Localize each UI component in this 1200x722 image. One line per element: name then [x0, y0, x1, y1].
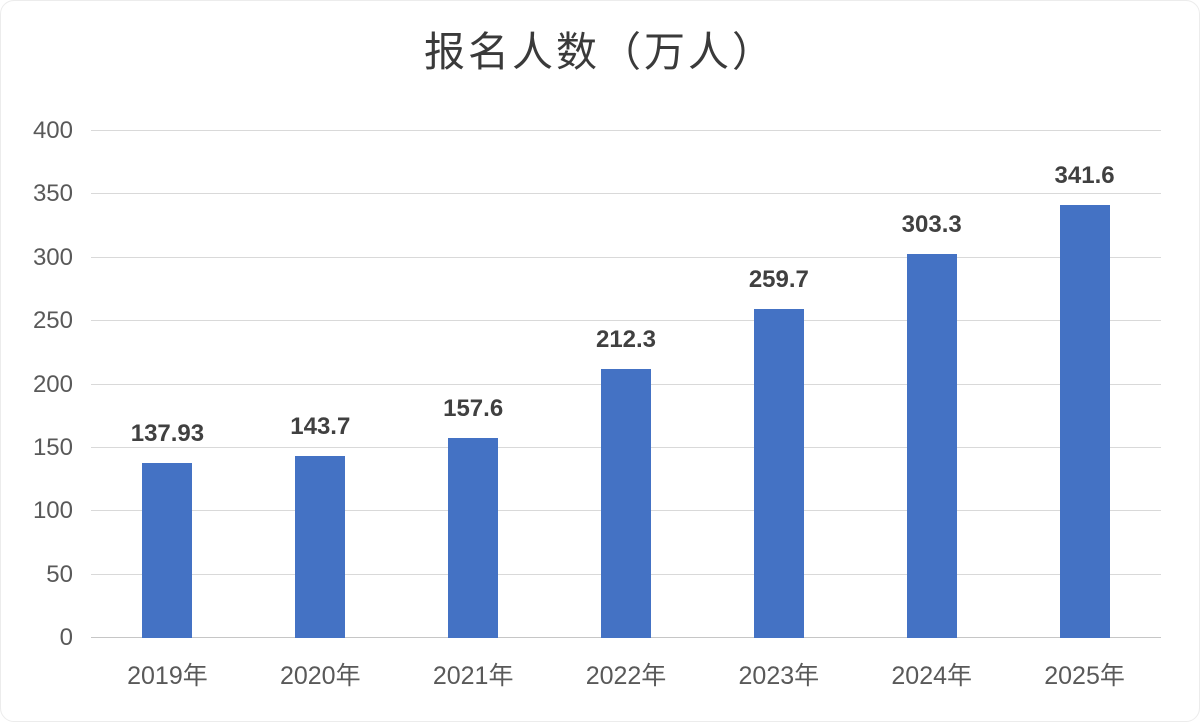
plot-area: 137.93 143.7 157.6 212.3 259.7 303.3 341.6	[91, 130, 1161, 638]
bar-2021年	[448, 438, 499, 638]
gridline	[91, 256, 1161, 258]
bar-value-label: 212.3	[595, 325, 657, 353]
bar-2024年	[906, 253, 957, 638]
x-tick-label: 2020年	[279, 662, 361, 690]
bar-2022年	[601, 368, 651, 638]
bar-2019年	[142, 463, 193, 638]
x-tick-label: 2025年	[1044, 662, 1125, 690]
y-tick-label: 300	[32, 243, 73, 271]
gridline	[91, 193, 1161, 195]
y-tick-label: 400	[32, 117, 73, 144]
bar-value-label: 157.6	[443, 395, 504, 423]
y-tick-label: 150	[32, 433, 73, 461]
y-tick-label: 0	[59, 624, 73, 651]
bar-value-label: 303.3	[901, 210, 962, 238]
chart-title: 报名人数（万人）	[424, 28, 776, 76]
y-tick-label: 250	[32, 307, 73, 335]
y-tick-label: 350	[32, 180, 73, 208]
y-tick-label: 50	[46, 560, 73, 588]
x-tick-label: 2021年	[432, 662, 514, 690]
bar-2023年	[753, 308, 804, 638]
x-tick-label: 2022年	[585, 662, 667, 690]
y-tick-label: 100	[32, 497, 73, 525]
x-tick-label: 2023年	[738, 662, 820, 690]
x-tick-label: 2024年	[891, 662, 973, 690]
bar-value-label: 137.93	[130, 420, 205, 448]
gridline	[91, 130, 1161, 131]
bar-2020年	[295, 455, 346, 638]
bar-value-label: 259.7	[748, 265, 809, 293]
bar-value-label: 341.6	[1054, 162, 1115, 190]
bar-value-label: 143.7	[290, 412, 351, 440]
x-axis: 2019年 2020年 2021年 2022年 2023年 2024年 2025年	[91, 638, 1161, 698]
x-tick-label: 2019年	[127, 662, 208, 690]
y-axis: 0 50 100 150 200 250 300 350 400	[1, 119, 73, 650]
gridline	[91, 320, 1161, 322]
bar-2025年	[1059, 205, 1110, 638]
y-tick-label: 200	[32, 370, 73, 398]
